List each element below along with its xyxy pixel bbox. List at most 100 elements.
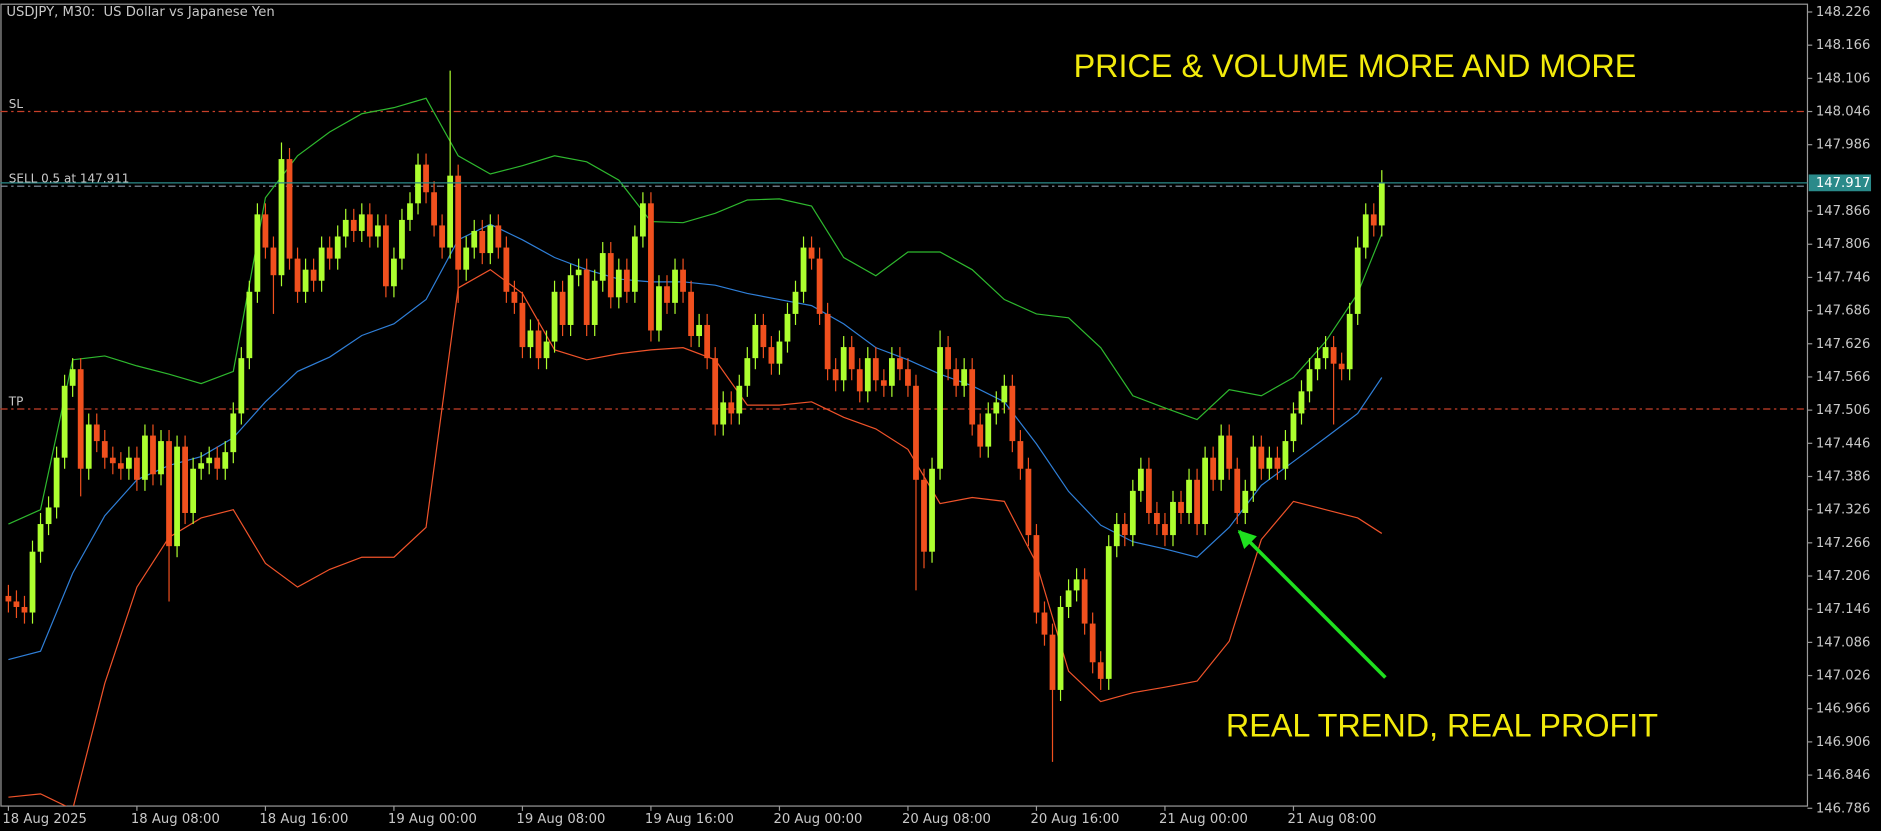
- candle-body: [744, 358, 751, 386]
- candle-body: [728, 402, 735, 414]
- candle-body: [455, 175, 462, 270]
- candle-body: [631, 236, 638, 292]
- candle-body: [326, 247, 333, 259]
- x-tick-label: 21 Aug 08:00: [1287, 812, 1376, 827]
- y-tick-label: 146.966: [1816, 702, 1871, 717]
- candle-body: [286, 159, 293, 259]
- candle-body: [1009, 385, 1016, 442]
- candle-body: [1346, 313, 1353, 370]
- candle-body: [1065, 590, 1072, 607]
- candle-body: [696, 324, 703, 337]
- candle-body: [615, 269, 622, 298]
- candle-body: [1025, 468, 1032, 536]
- candle-body: [150, 435, 156, 475]
- x-tick-label: 19 Aug 16:00: [645, 812, 734, 827]
- candle-body: [880, 380, 887, 386]
- candle-body: [583, 269, 590, 325]
- x-tick-label: 19 Aug 00:00: [388, 812, 477, 827]
- band-line: [8, 223, 1383, 661]
- candle-body: [206, 457, 213, 464]
- candle-body: [929, 468, 935, 552]
- candle-body: [816, 258, 823, 314]
- candle-body: [45, 507, 52, 525]
- candle-body: [607, 253, 614, 298]
- candle-body: [519, 302, 526, 348]
- y-tick-label: 148.226: [1816, 5, 1871, 20]
- candle-body: [134, 457, 140, 480]
- candle-body: [53, 457, 60, 508]
- candle-body: [1242, 490, 1249, 513]
- candle-body: [808, 247, 815, 259]
- candle-body: [897, 358, 903, 370]
- candle-body: [591, 280, 598, 325]
- candle-body: [61, 385, 68, 458]
- candle-body: [37, 524, 44, 552]
- candle-body: [21, 606, 28, 613]
- candle-body: [1121, 524, 1128, 536]
- candle-body: [125, 457, 132, 469]
- candle-body: [1057, 606, 1064, 690]
- candle-body: [840, 347, 847, 381]
- candle-body: [1089, 623, 1096, 663]
- candle-body: [752, 324, 759, 359]
- candle-body: [358, 214, 365, 231]
- last-price-label: 147.917: [1816, 176, 1871, 191]
- candle-body: [913, 385, 919, 480]
- candle-body: [166, 441, 172, 547]
- candle-body: [1250, 446, 1257, 491]
- y-tick-label: 147.506: [1816, 403, 1871, 418]
- candle-body: [921, 479, 927, 552]
- candle-body: [1137, 468, 1144, 491]
- candle-body: [302, 269, 309, 292]
- candle-body: [664, 286, 670, 303]
- candle-body: [415, 164, 421, 204]
- candle-body: [1202, 457, 1209, 525]
- candle-body: [1298, 391, 1305, 414]
- candle-body: [1274, 457, 1281, 469]
- y-tick-label: 147.386: [1816, 469, 1871, 484]
- candle-body: [1170, 501, 1176, 536]
- candle-body: [800, 247, 807, 292]
- x-tick-label: 18 Aug 2025: [2, 812, 86, 827]
- y-tick-label: 147.146: [1816, 602, 1871, 617]
- x-tick-label: 20 Aug 08:00: [902, 812, 991, 827]
- x-tick-label: 20 Aug 16:00: [1030, 812, 1119, 827]
- candle-body: [1162, 524, 1168, 536]
- candle-body: [238, 358, 245, 414]
- candle-body: [945, 347, 951, 370]
- candle-body: [1129, 490, 1136, 536]
- candle-body: [109, 457, 116, 464]
- candle-body: [527, 330, 534, 348]
- candle-body: [503, 247, 510, 292]
- candle-body: [262, 214, 269, 248]
- level-label: TP: [8, 394, 24, 408]
- candle-body: [672, 269, 678, 303]
- candle-body: [399, 219, 405, 259]
- candle-body: [479, 230, 486, 254]
- candle-body: [648, 203, 654, 331]
- candle-body: [1081, 579, 1088, 624]
- candle-body: [190, 468, 197, 513]
- candle-body: [1338, 363, 1345, 370]
- x-tick-label: 19 Aug 08:00: [516, 812, 605, 827]
- candle-body: [1105, 546, 1112, 679]
- candle-body: [69, 369, 76, 386]
- candle-body: [551, 291, 558, 342]
- candle-body: [222, 452, 229, 469]
- candle-body: [431, 192, 437, 226]
- band-line: [8, 97, 1383, 525]
- candle-body: [1178, 501, 1184, 513]
- candle-body: [1017, 441, 1024, 469]
- candle-body: [559, 291, 566, 325]
- candle-body: [776, 341, 783, 364]
- candle-body: [5, 595, 12, 602]
- level-label: SL: [9, 97, 24, 111]
- candle-body: [905, 369, 911, 386]
- candle-body: [704, 324, 711, 359]
- candle-body: [1226, 435, 1233, 469]
- candle-body: [254, 214, 261, 292]
- candle-body: [1322, 347, 1329, 359]
- candle-body: [270, 247, 277, 276]
- candle-body: [1145, 468, 1152, 513]
